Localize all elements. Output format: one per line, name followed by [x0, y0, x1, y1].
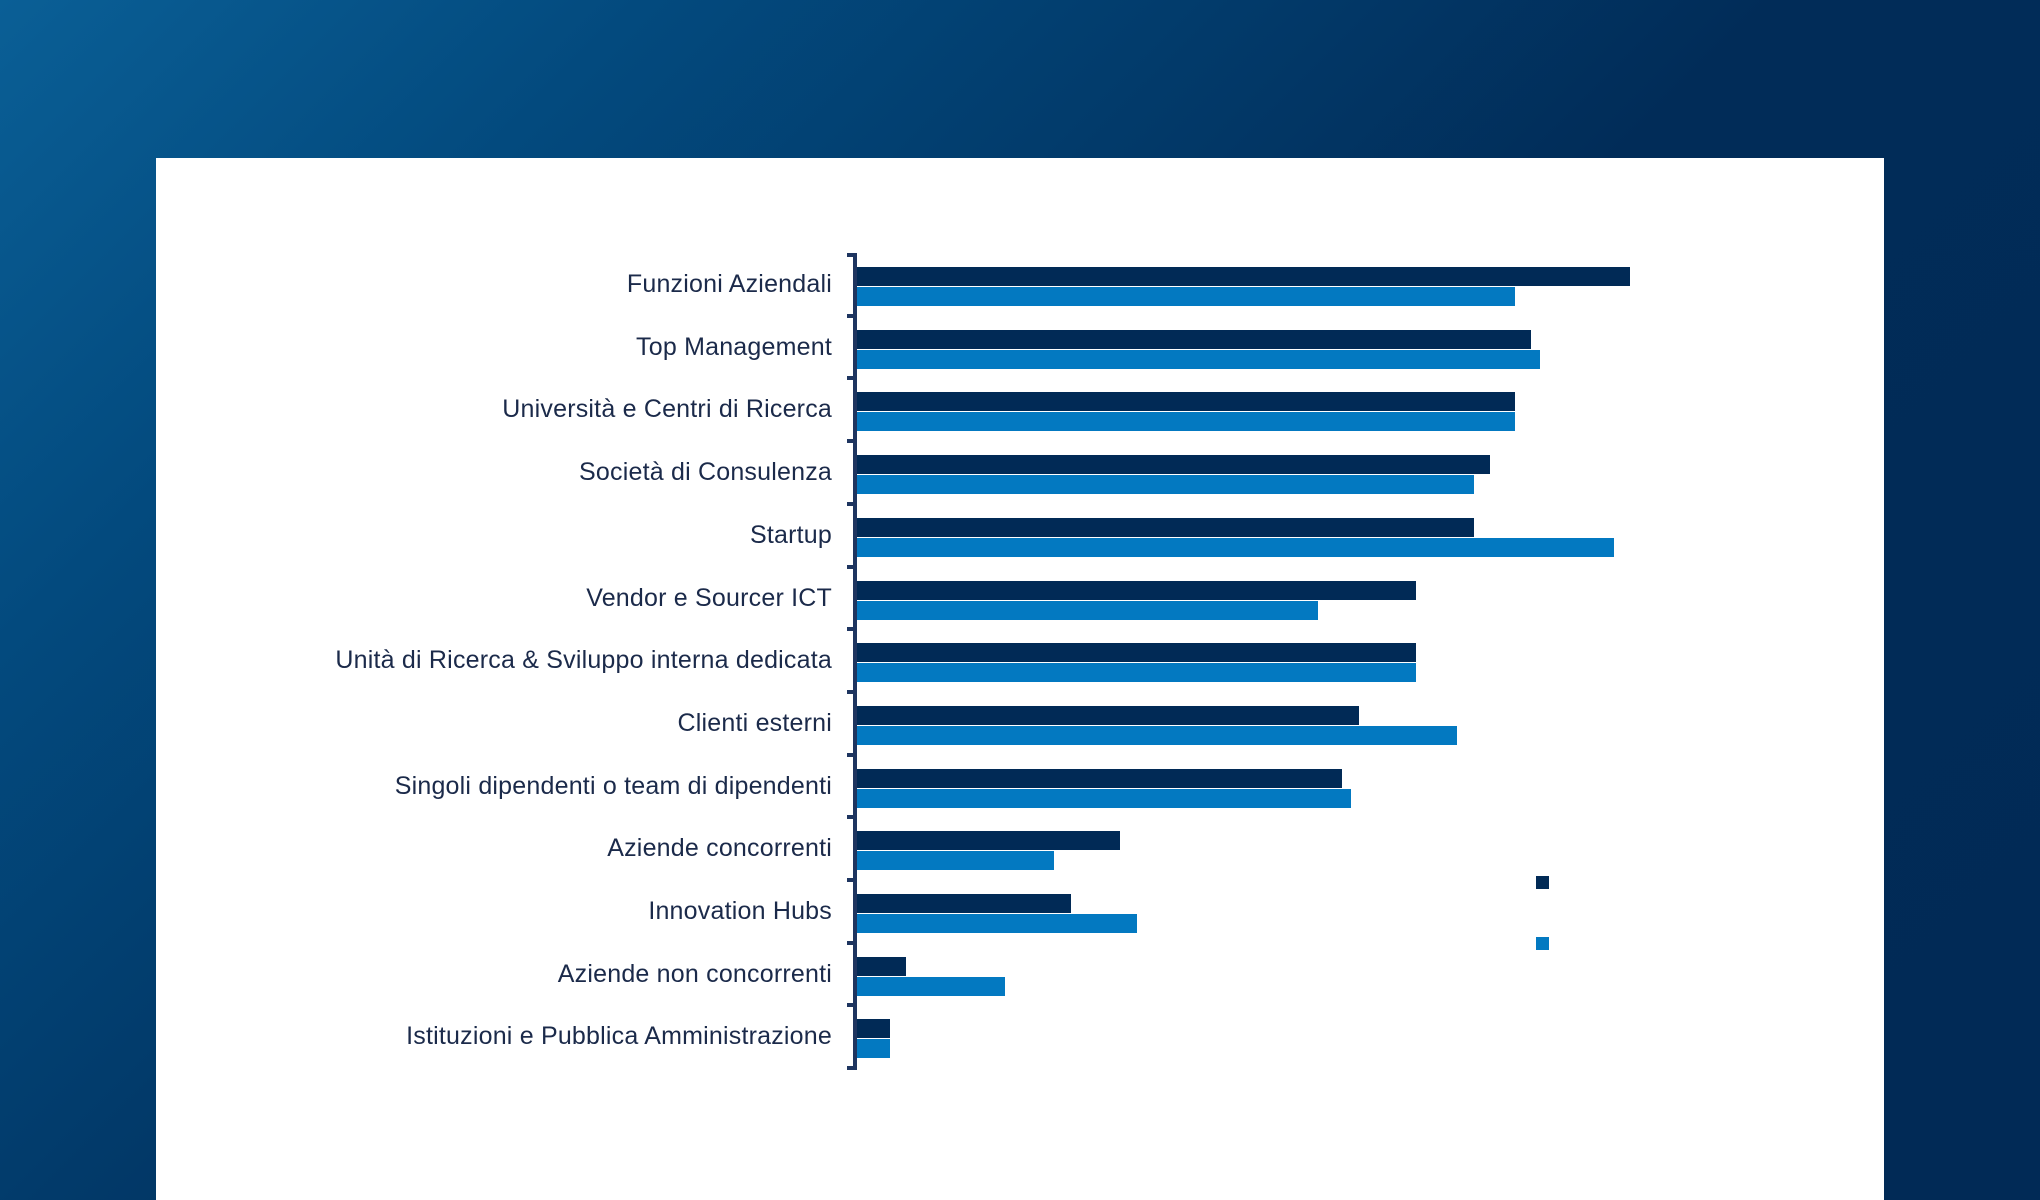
category-label: Innovation Hubs	[648, 897, 832, 925]
axis-tick	[847, 815, 857, 820]
axis-tick	[847, 752, 857, 757]
bar-series-dark	[857, 705, 1359, 725]
category-label: Vendor e Sourcer ICT	[586, 583, 832, 612]
axis-tick	[847, 878, 857, 882]
category-label: Top Management	[636, 332, 832, 361]
bar-series-light	[857, 851, 1055, 871]
bar-series-dark	[857, 768, 1343, 788]
axis-tick	[847, 940, 857, 945]
bar-series-light	[857, 349, 1540, 369]
axis-tick	[847, 313, 857, 318]
bar-series-light	[857, 537, 1614, 557]
bar-series-light	[857, 788, 1351, 808]
bar-series-dark	[857, 1019, 890, 1039]
axis-tick	[847, 689, 857, 694]
category-axis-line	[853, 253, 857, 1068]
bar-series-dark	[857, 831, 1121, 851]
bar-series-light	[857, 412, 1515, 432]
axis-tick	[847, 376, 857, 381]
category-label: Istituzioni e Pubblica Amministrazione	[406, 1022, 832, 1051]
bar-series-light	[857, 725, 1458, 745]
axis-tick	[847, 439, 857, 444]
axis-tick	[847, 1066, 857, 1071]
axis-tick	[847, 564, 857, 569]
bar-series-dark	[857, 517, 1474, 537]
bar-series-light	[857, 1039, 890, 1059]
category-label: Startup	[749, 520, 832, 549]
bar-series-dark	[857, 267, 1631, 286]
category-label: Clienti esterni	[677, 708, 832, 737]
bar-series-light	[857, 287, 1515, 306]
category-label: Università e Centri di Ricerca	[502, 395, 832, 424]
category-label: Singoli dipendenti o team di dipendenti	[394, 771, 832, 800]
bar-series-dark	[857, 894, 1071, 913]
legend-swatch-dark	[1536, 876, 1549, 889]
axis-tick	[847, 1003, 857, 1008]
bar-series-light	[857, 663, 1417, 683]
bar-series-dark	[857, 392, 1515, 412]
category-label: Unità di Ricerca & Sviluppo interna dedi…	[335, 646, 832, 675]
axis-tick	[847, 627, 857, 632]
category-label: Funzioni Aziendali	[626, 270, 832, 298]
bar-series-dark	[857, 956, 907, 976]
bar-series-light	[857, 914, 1137, 933]
bar-series-light	[857, 976, 1006, 996]
bar-series-dark	[857, 455, 1491, 475]
category-label: Aziende non concorrenti	[557, 959, 832, 988]
legend-swatch-light	[1536, 937, 1549, 950]
category-label: Società di Consulenza	[579, 458, 832, 487]
category-label: Aziende concorrenti	[607, 834, 832, 863]
bar-series-dark	[857, 329, 1532, 349]
axis-tick	[847, 501, 857, 506]
bar-series-dark	[857, 580, 1417, 600]
bar-series-light	[857, 600, 1318, 620]
bar-series-light	[857, 475, 1474, 495]
bar-series-dark	[857, 643, 1417, 663]
axis-tick	[847, 253, 857, 257]
